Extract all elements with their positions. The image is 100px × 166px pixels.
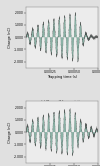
Y-axis label: Charge (nC): Charge (nC) — [8, 121, 12, 143]
Text: (a) “forward” fragmentation: (a) “forward” fragmentation — [41, 100, 83, 104]
Y-axis label: Charge (nC): Charge (nC) — [8, 27, 12, 48]
X-axis label: Trapping time (s): Trapping time (s) — [47, 75, 77, 79]
